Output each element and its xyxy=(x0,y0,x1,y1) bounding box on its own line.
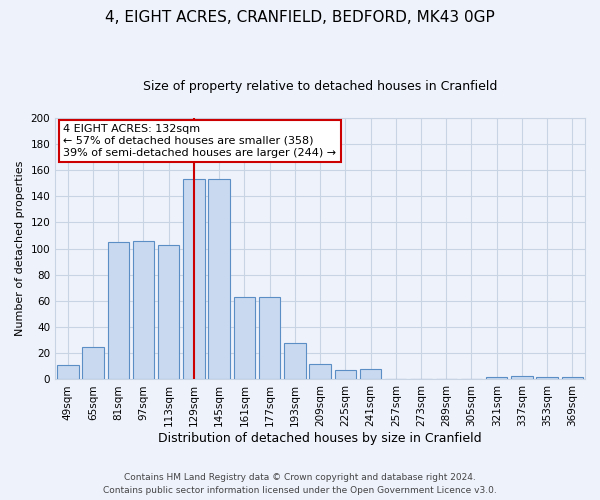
Bar xyxy=(562,377,583,380)
Bar xyxy=(259,297,280,380)
Text: 4 EIGHT ACRES: 132sqm
← 57% of detached houses are smaller (358)
39% of semi-det: 4 EIGHT ACRES: 132sqm ← 57% of detached … xyxy=(63,124,336,158)
Title: Size of property relative to detached houses in Cranfield: Size of property relative to detached ho… xyxy=(143,80,497,93)
Bar xyxy=(310,364,331,380)
Bar xyxy=(360,369,381,380)
Bar xyxy=(284,343,305,380)
Bar xyxy=(107,242,129,380)
Text: 4, EIGHT ACRES, CRANFIELD, BEDFORD, MK43 0GP: 4, EIGHT ACRES, CRANFIELD, BEDFORD, MK43… xyxy=(105,10,495,25)
Y-axis label: Number of detached properties: Number of detached properties xyxy=(15,161,25,336)
Bar xyxy=(57,365,79,380)
Bar xyxy=(511,376,533,380)
Bar xyxy=(536,377,558,380)
X-axis label: Distribution of detached houses by size in Cranfield: Distribution of detached houses by size … xyxy=(158,432,482,445)
Bar xyxy=(233,297,255,380)
Text: Contains HM Land Registry data © Crown copyright and database right 2024.
Contai: Contains HM Land Registry data © Crown c… xyxy=(103,473,497,495)
Bar xyxy=(183,180,205,380)
Bar xyxy=(82,346,104,380)
Bar xyxy=(133,241,154,380)
Bar xyxy=(208,180,230,380)
Bar xyxy=(486,377,508,380)
Bar xyxy=(335,370,356,380)
Bar xyxy=(158,244,179,380)
